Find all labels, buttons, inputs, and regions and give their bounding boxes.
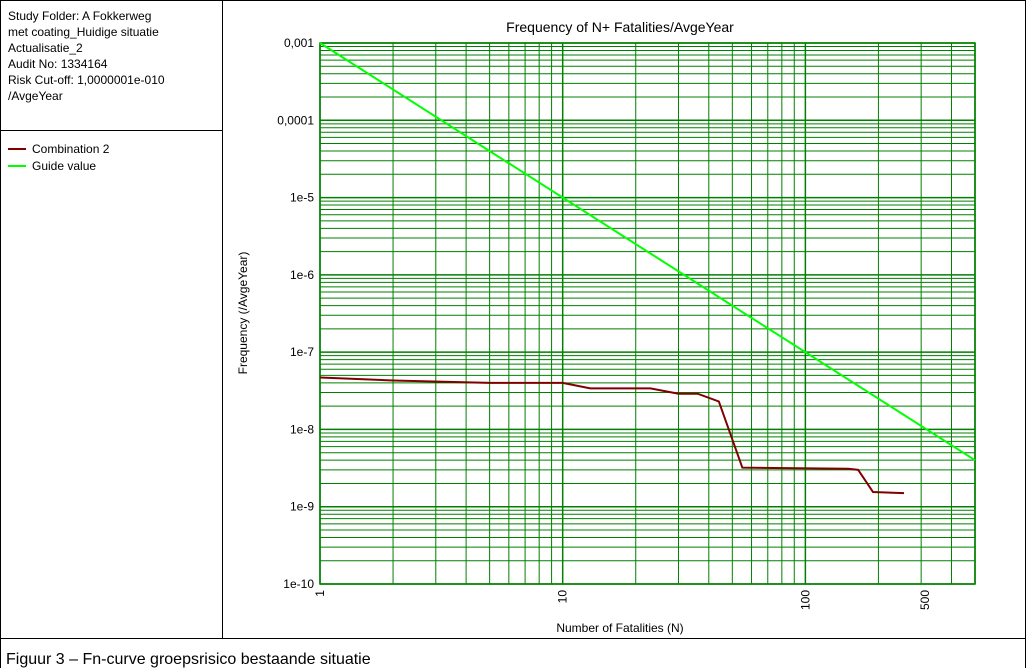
x-tick-label: 100 — [798, 590, 812, 610]
y-tick-label: 1e-7 — [290, 345, 314, 359]
plot-frame — [319, 42, 976, 585]
info-line: Actualisatie_2 — [8, 41, 83, 55]
legend-label: Guide value — [32, 159, 96, 173]
chart-title: Frequency of N+ Fatalities/AvgeYear — [506, 19, 734, 35]
info-line: Audit No: 1334164 — [8, 57, 108, 71]
y-axis-label: Frequency (/AvgeYear) — [236, 252, 250, 375]
info-line: Study Folder: A Fokkerweg — [8, 9, 151, 23]
info-line: Risk Cut-off: 1,0000001e-010 — [8, 73, 165, 87]
x-tick-label: 1 — [313, 590, 327, 597]
series-line — [319, 42, 976, 462]
x-tick-label: 10 — [556, 590, 570, 604]
y-tick-label: 1e-5 — [290, 191, 314, 205]
info-line: /AvgeYear — [8, 89, 63, 103]
y-tick-label: 1e-9 — [290, 500, 314, 514]
y-tick-label: 0,001 — [284, 36, 314, 50]
caption: Figuur 3 – Fn-curve groepsrisico bestaan… — [6, 651, 371, 668]
y-tick-label: 0,0001 — [277, 113, 314, 127]
series-line — [319, 376, 905, 495]
y-tick-label: 1e-10 — [283, 577, 314, 591]
y-tick-label: 1e-8 — [290, 422, 314, 436]
info-line: met coating_Huidige situatie — [8, 25, 159, 39]
legend-label: Combination 2 — [32, 142, 110, 156]
y-tick-label: 1e-6 — [290, 268, 314, 282]
x-tick-label: 500 — [918, 590, 932, 610]
x-axis-label: Number of Fatalities (N) — [556, 621, 683, 635]
